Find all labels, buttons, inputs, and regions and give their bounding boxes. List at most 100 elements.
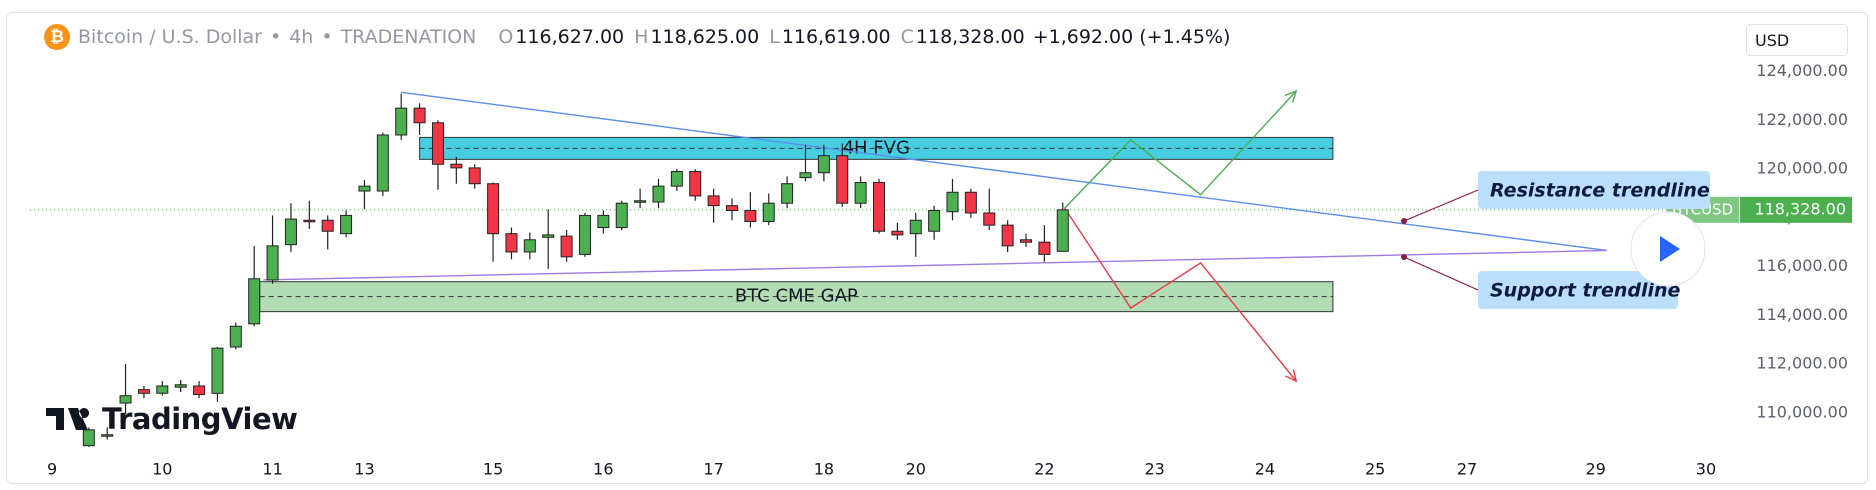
candle-body [928,210,941,232]
callout-line [1403,189,1479,222]
candle-body [1001,224,1014,247]
candle-body [670,171,683,187]
candle-body [744,210,757,222]
candle-body [119,395,132,404]
candle-body [817,155,830,174]
x-tick-label: 20 [906,460,926,479]
logo-text: TradingView [102,402,298,436]
candle-body [505,233,518,253]
x-tick-label: 25 [1365,460,1385,479]
ohlc-value: 116,627.00 [515,26,625,48]
candle-body [523,239,536,253]
candle-body [560,235,573,258]
interval: 4h [289,26,314,48]
separator: • [321,26,333,48]
arrowhead [1284,369,1298,383]
y-tick-label: 122,000.00 [1756,110,1848,129]
arrowhead [1284,89,1298,103]
callout-dot [1401,254,1407,260]
symbol-header: ₿ Bitcoin / U.S. Dollar • 4h • TRADENATI… [44,24,1230,50]
x-tick-label: 23 [1144,460,1164,479]
candle-body [707,195,720,207]
candle-body [321,219,334,232]
candle-body [413,107,426,124]
currency-button[interactable]: USD [1746,24,1848,56]
ohlc: O 116,627.00 H 118,625.00 L 116,619.00 C 118,32… [490,26,1024,48]
ohlc-value: 118,328.00 [915,26,1025,48]
callout-line [1403,256,1479,291]
candle-body [1038,241,1051,255]
candle-body [689,171,702,197]
y-tick-label: 120,000.00 [1756,159,1848,178]
x-tick-label: 9 [47,460,57,479]
candle-body [578,214,591,255]
trendline [1064,90,1297,209]
candle-body [211,347,224,394]
chart-frame [6,12,1868,484]
candle-body [964,191,977,214]
candle-body [431,122,444,165]
candle-body [836,155,849,204]
candle-body [652,185,665,203]
candle-body [229,325,242,348]
x-tick-label: 15 [483,460,503,479]
x-tick-label: 29 [1586,460,1606,479]
candle-body [303,219,316,223]
coin-icon: ₿ [44,24,70,50]
candle-body [634,200,647,203]
candle-body [340,214,353,235]
callout-label: Resistance trendline [1490,180,1710,202]
ohlc-value: 118,625.00 [650,26,760,48]
ohlc-key: C [900,26,914,48]
callout-box [1478,171,1710,209]
callout-label: Support trendline [1490,280,1681,302]
x-tick-label: 18 [814,460,834,479]
candle-body [82,429,95,447]
candle-body [248,278,261,325]
candle-body [193,385,206,396]
candle-body [854,181,867,204]
ohlc-key: L [769,26,780,48]
candle-body [1056,209,1069,252]
candle-body [725,205,738,212]
candle-body [597,214,610,229]
ohlc-key: H [634,26,649,48]
trendline [263,249,1607,281]
price-tag [1740,196,1852,223]
change: +1,692.00 (+1.45%) [1032,26,1231,48]
candle-body [174,384,187,388]
x-tick-label: 13 [354,460,374,479]
x-tick-label: 10 [152,460,172,479]
x-tick-label: 16 [593,460,613,479]
candle-body [395,107,408,136]
candle-body [450,163,463,169]
trendline [401,91,1607,252]
trendline [1064,207,1297,382]
candle-body [1020,239,1033,243]
candle-body [873,181,885,232]
separator: • [270,26,282,48]
candle-body [156,385,169,394]
candle-body [909,219,922,235]
y-tick-label: 110,000.00 [1756,402,1848,421]
candle-body [891,230,904,236]
x-tick-label: 22 [1034,460,1054,479]
callout-dot [1401,218,1407,224]
candle-body [137,389,150,394]
candle-body [799,172,812,179]
symbol: Bitcoin / U.S. Dollar [78,26,262,48]
candle-body [468,167,481,185]
ohlc-value: 116,619.00 [781,26,891,48]
x-tick-label: 17 [703,460,723,479]
candle-body [284,218,297,246]
zone-label: BTC CME GAP [735,286,858,307]
candle-body [101,434,114,437]
candle-body [487,183,500,235]
x-tick-label: 24 [1255,460,1275,479]
candle-body [781,183,794,204]
callout-box [1478,271,1678,309]
x-tick-label: 27 [1457,460,1477,479]
candle-body [266,245,279,281]
